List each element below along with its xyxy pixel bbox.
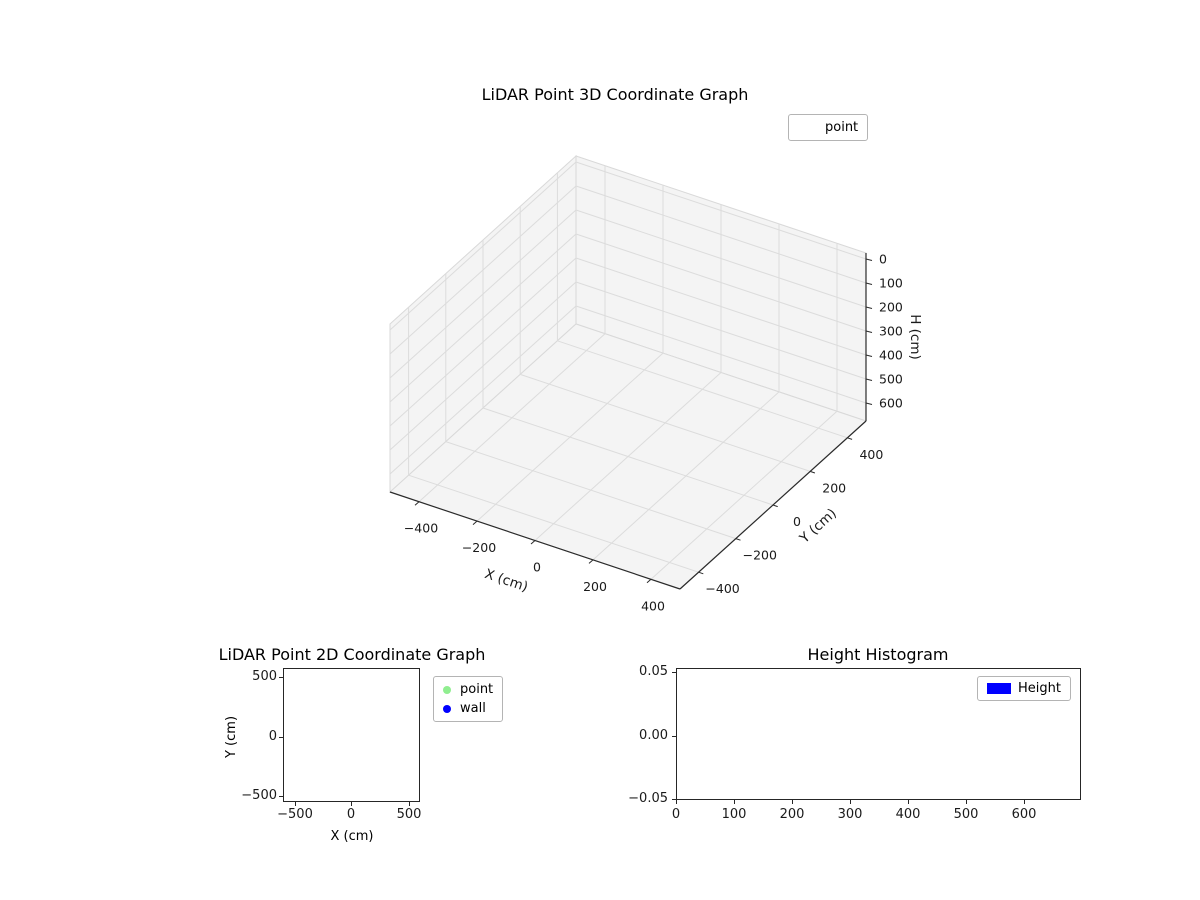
histogram-xtick-label: 300 [837,807,863,822]
plot3d-ytick-label: 0 [793,514,801,529]
point-marker [443,685,451,694]
tick-mark [908,800,909,804]
plot3d-ztick-label: 200 [879,300,903,315]
height-bar-marker [987,683,1011,694]
plot3d-ytick-label: 200 [822,480,846,495]
plot3d-ytick-label: 400 [859,447,883,462]
histogram-xtick-label: 600 [1011,807,1037,822]
plot3d-ztick-label: 0 [879,252,887,267]
point-scatter-marker [798,122,818,134]
plot3d-xtick-label: 0 [533,560,541,575]
plot3d-wireframe: −400 −200 0 200 400 −400 −200 0 200 400 0 100 200 300… [389,154,923,613]
wall-marker [443,704,451,713]
tick-mark [279,737,283,738]
tick-mark [279,677,283,678]
tick-mark [409,802,410,806]
plot2d-plot-area [283,668,420,802]
histogram-xtick-label: 500 [953,807,979,822]
histogram-xtick-label: 0 [671,807,681,822]
plot3d-xlabel: X (cm) [483,566,530,595]
plot3d-ztick-label: 100 [879,276,903,291]
legend-item-wall: wall [443,701,486,716]
plot3d-ytick-label: −200 [743,548,777,563]
plot2d-xtick-label: 0 [346,807,356,822]
legend-label-wall: wall [460,701,486,716]
tick-mark [279,796,283,797]
plot3d-ztick-label: 300 [879,324,903,339]
legend-label-height: Height [1018,681,1061,696]
tick-mark [966,800,967,804]
plot3d-zlabel: H (cm) [907,314,923,360]
plot3d-xtick-label: −200 [462,540,496,555]
tick-mark [676,800,677,804]
histogram-title: Height Histogram [807,645,949,664]
histogram-ytick-label: −0.05 [628,791,668,806]
plot3d-xtick-label: −400 [404,521,438,536]
plot2d-xtick-label: 500 [396,807,422,822]
histogram-xtick-label: 400 [895,807,921,822]
plot3d-ztick-label: 400 [879,348,903,363]
plot2d-ytick-label: −500 [241,788,277,803]
histogram-ytick-label: 0.05 [639,664,668,679]
plot3d-xtick-label: 400 [641,598,665,613]
plot3d-ztick-label: 500 [879,372,903,387]
tick-mark [1024,800,1025,804]
histogram-legend: Height [977,676,1071,701]
plot3d-title: LiDAR Point 3D Coordinate Graph [481,85,749,104]
tick-mark [351,802,352,806]
plot2d-ylabel: Y (cm) [224,715,239,759]
plot2d-title: LiDAR Point 2D Coordinate Graph [218,645,486,664]
tick-mark [672,736,676,737]
histogram-xtick-label: 200 [779,807,805,822]
plot2d-xlabel: X (cm) [330,829,374,844]
legend-label-point: point [825,120,859,135]
tick-mark [295,802,296,806]
plot3d-ytick-label: −400 [705,581,739,596]
plot2d-xtick-label: −500 [277,807,313,822]
tick-mark [792,800,793,804]
plot3d-xtick-label: 200 [583,579,607,594]
plot3d-ztick-label: 600 [879,396,903,411]
tick-mark [672,672,676,673]
plot2d-ytick-label: 0 [268,729,277,744]
histogram-xtick-label: 100 [721,807,747,822]
plot3d-ylabel: Y (cm) [796,505,840,547]
legend-label-point: point [460,682,494,697]
histogram-ytick-label: 0.00 [639,728,668,743]
tick-mark [672,799,676,800]
plot2d-legend: point wall [433,676,504,722]
plot2d-ytick-label: 500 [252,669,277,684]
tick-mark [734,800,735,804]
plot3d-legend: point [788,114,869,141]
legend-item-point: point [443,682,493,697]
tick-mark [850,800,851,804]
